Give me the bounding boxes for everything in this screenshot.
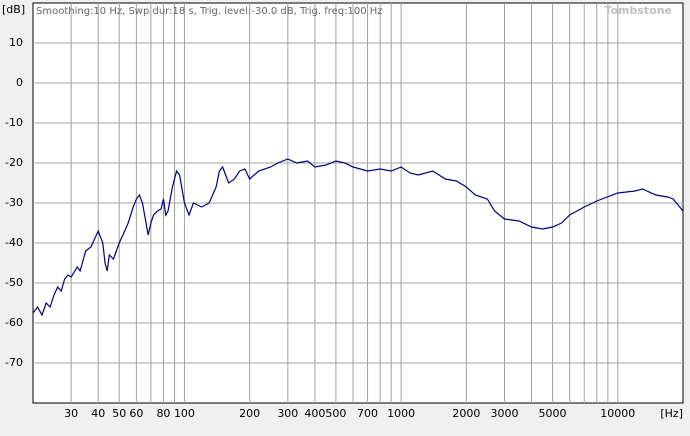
y-tick-label: -40 [5,236,23,249]
y-tick-label: 0 [16,76,23,89]
y-axis-label: [dB] [2,3,25,16]
x-tick-label: 100 [174,407,195,420]
header: Smoothing:10 Hz, Swp dur:18 s, Trig. lev… [36,6,383,17]
watermark: Tombstone [604,4,672,17]
x-tick-label: 10000 [600,407,635,420]
x-tick-label: 300 [277,407,298,420]
x-axis-label: [Hz] [660,407,683,420]
x-tick-label: 700 [357,407,378,420]
x-tick-label: 2000 [452,407,480,420]
x-tick-label: 60 [129,407,143,420]
x-tick-label: 50 [112,407,126,420]
x-tick-label: 80 [156,407,170,420]
x-tick-label: 30 [64,407,78,420]
response-line [32,158,684,317]
y-tick-label: -30 [5,196,23,209]
x-tick-label: 1000 [387,407,415,420]
x-tick-label: 3000 [490,407,518,420]
x-tick-label: 200 [239,407,260,420]
x-tick-label: 400 [304,407,325,420]
y-tick-label: -70 [5,356,23,369]
y-tick-label: -10 [5,116,23,129]
y-tick-label: -20 [5,156,23,169]
y-tick-label: 10 [9,36,23,49]
x-tick-label: 40 [91,407,105,420]
y-tick-label: -50 [5,276,23,289]
x-tick-label: 5000 [539,407,567,420]
y-tick-label: -60 [5,316,23,329]
x-tick-label: 500 [325,407,346,420]
